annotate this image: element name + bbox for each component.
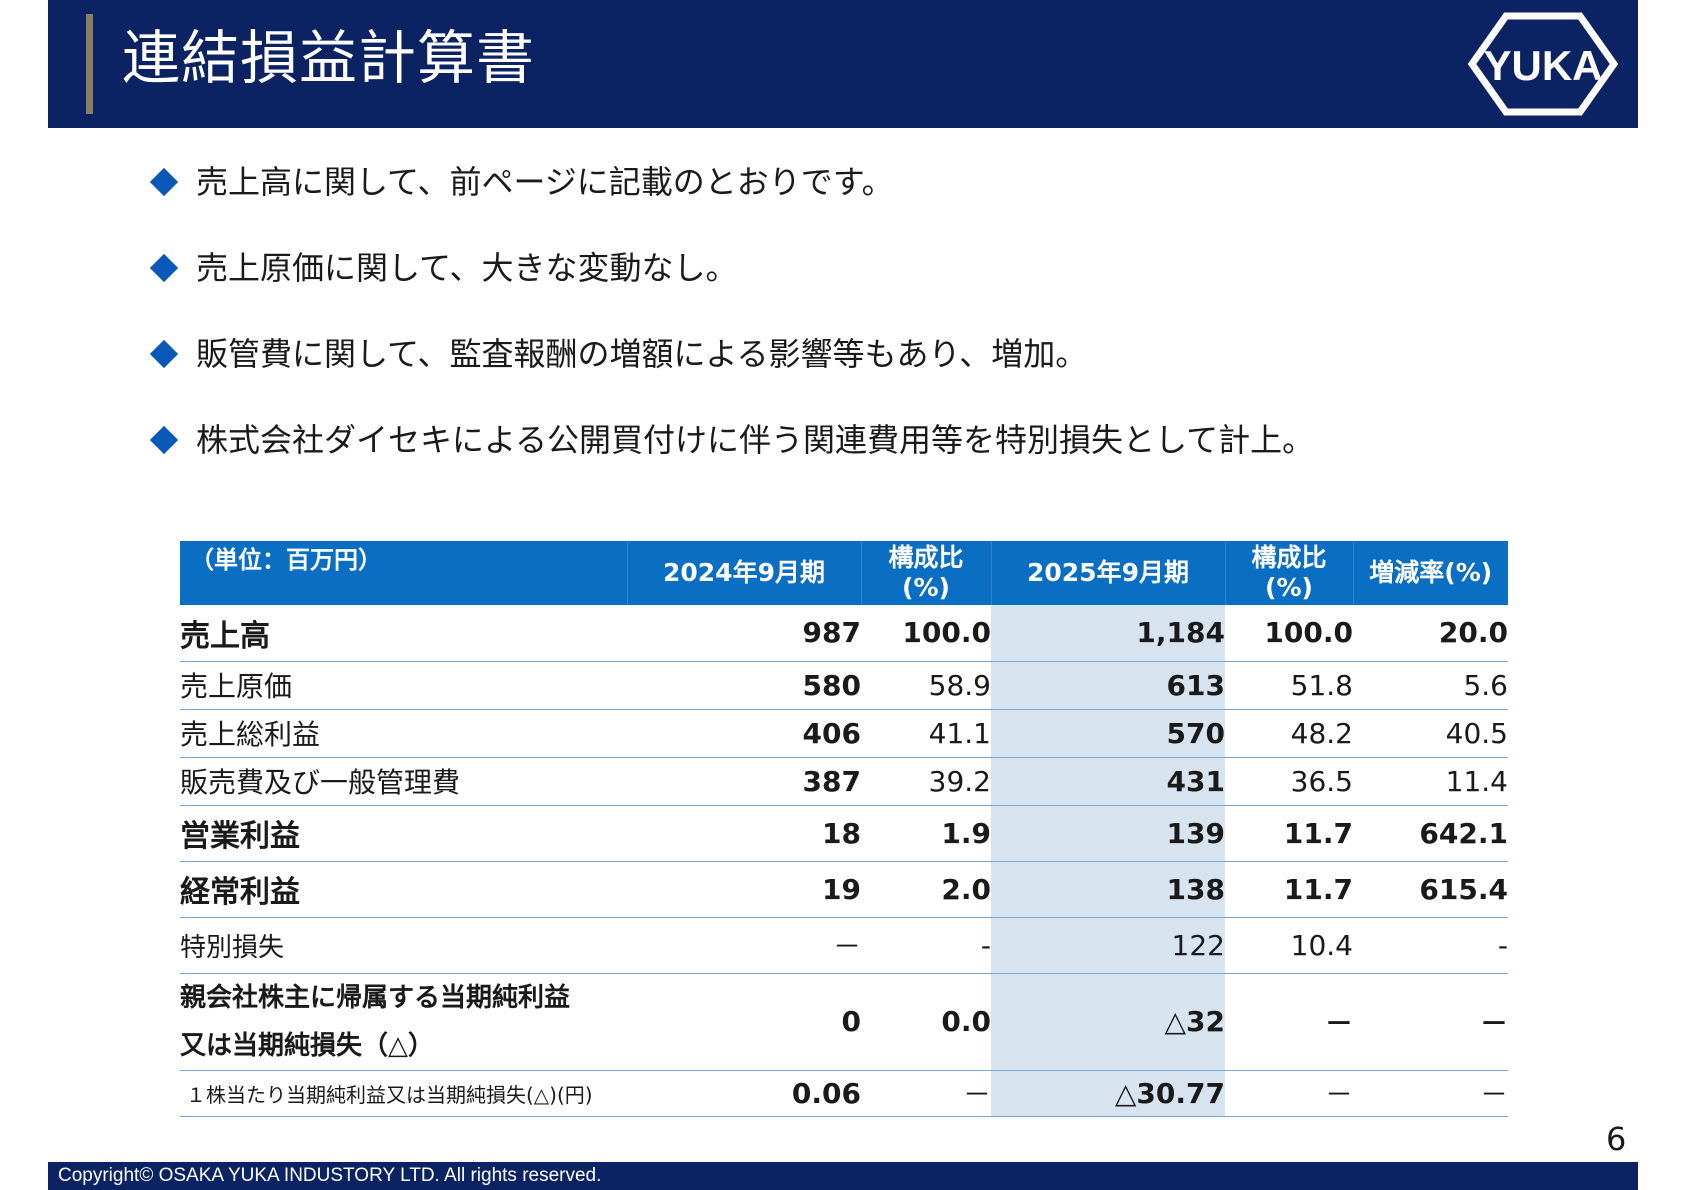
table-row-cost-of-sales: 売上原価 580 58.9 613 51.8 5.6 — [180, 661, 1508, 710]
row-label: 売上高 — [180, 605, 627, 662]
diamond-bullet-icon — [149, 339, 179, 369]
value-2025: 122 — [991, 917, 1225, 974]
ratio-2024: － — [861, 1070, 991, 1117]
value-2025: 570 — [991, 709, 1225, 758]
table-row-operating-profit: 営業利益 18 1.9 139 11.7 642.1 — [180, 805, 1508, 862]
change-rate: - — [1353, 917, 1508, 974]
copyright-text: Copyright© OSAKA YUKA INDUSTORY LTD. All… — [58, 1165, 602, 1186]
row-label-line2: 又は当期純損失（△） — [180, 1030, 434, 1061]
bullet-text: 販管費に関して、監査報酬の増額による影響等もあり、増加。 — [196, 335, 1088, 373]
slide-title: 連結損益計算書 — [122, 24, 536, 92]
ratio-2024: 58.9 — [861, 661, 991, 710]
yuka-logo: YUKA — [1468, 12, 1618, 116]
row-label: 売上総利益 — [180, 709, 627, 758]
col-header-2025: 2025年9月期 — [990, 541, 1225, 605]
col-header-ratio-2025: 構成比 (%) — [1224, 541, 1353, 605]
change-rate: 615.4 — [1353, 861, 1508, 918]
bullet-text: 売上高に関して、前ページに記載のとおりです。 — [196, 163, 894, 201]
change-rate: 40.5 — [1353, 709, 1508, 758]
value-2024: 387 — [627, 757, 861, 806]
bullet-item: 販管費に関して、監査報酬の増額による影響等もあり、増加。 — [149, 330, 1550, 416]
bullet-item: 売上原価に関して、大きな変動なし。 — [149, 244, 1550, 330]
diamond-bullet-icon — [149, 425, 179, 455]
ratio-unit: (%) — [902, 573, 950, 602]
value-2024: － — [627, 917, 861, 974]
bullet-text: 株式会社ダイセキによる公開買付けに伴う関連費用等を特別損失として計上。 — [196, 421, 1315, 459]
ratio-2025: 100.0 — [1225, 605, 1353, 662]
value-2024: 580 — [627, 661, 861, 710]
ratio-2024: - — [861, 917, 991, 974]
col-header-2024: 2024年9月期 — [626, 541, 861, 605]
bullet-item: 売上高に関して、前ページに記載のとおりです。 — [149, 158, 1550, 244]
value-2024: 987 — [627, 605, 861, 662]
row-label-line1: 親会社株主に帰属する当期純利益 — [180, 982, 571, 1013]
table-row-net-income: 親会社株主に帰属する当期純利益 又は当期純損失（△） 0 0.0 △32 － － — [180, 973, 1508, 1071]
ratio-2025: 51.8 — [1225, 661, 1353, 710]
diamond-bullet-icon — [149, 167, 179, 197]
row-label: 特別損失 — [180, 917, 627, 974]
value-2024: 0 — [627, 973, 861, 1071]
value-2025: 431 — [991, 757, 1225, 806]
row-label: 営業利益 — [180, 805, 627, 862]
value-2024: 19 — [627, 861, 861, 918]
title-accent-bar — [86, 14, 93, 114]
ratio-label: 構成比 — [888, 543, 964, 572]
ratio-2025: 11.7 — [1225, 861, 1353, 918]
ratio-2025: 36.5 — [1225, 757, 1353, 806]
change-rate: － — [1353, 973, 1508, 1071]
value-2025: 1,184 — [991, 605, 1225, 662]
change-rate: － — [1353, 1070, 1508, 1117]
ratio-2025: － — [1225, 1070, 1353, 1117]
income-statement-table: （単位：百万円） 2024年9月期 構成比 (%) 2025年9月期 構成比 (%)… — [180, 541, 1508, 1117]
ratio-2024: 1.9 — [861, 805, 991, 862]
row-label: 経常利益 — [180, 861, 627, 918]
change-rate: 11.4 — [1353, 757, 1508, 806]
ratio-unit: (%) — [1265, 573, 1313, 602]
logo-text: YUKA — [1483, 42, 1602, 89]
unit-label: （単位：百万円） — [180, 541, 627, 605]
row-label: 売上原価 — [180, 661, 627, 710]
diamond-bullet-icon — [149, 253, 179, 283]
change-rate: 5.6 — [1353, 661, 1508, 710]
bullet-text: 売上原価に関して、大きな変動なし。 — [196, 249, 738, 287]
slide-header: 連結損益計算書 YUKA — [48, 0, 1638, 128]
change-rate: 20.0 — [1353, 605, 1508, 662]
ratio-2025: 10.4 — [1225, 917, 1353, 974]
ratio-2024: 100.0 — [861, 605, 991, 662]
ratio-2024: 2.0 — [861, 861, 991, 918]
value-2024: 406 — [627, 709, 861, 758]
ratio-2024: 39.2 — [861, 757, 991, 806]
value-2025: 138 — [991, 861, 1225, 918]
row-label: １株当たり当期純利益又は当期純損失(△)(円) — [180, 1070, 627, 1117]
table-row-sga: 販売費及び一般管理費 387 39.2 431 36.5 11.4 — [180, 757, 1508, 806]
ratio-2024: 0.0 — [861, 973, 991, 1071]
row-label: 親会社株主に帰属する当期純利益 又は当期純損失（△） — [180, 973, 627, 1071]
value-2024: 18 — [627, 805, 861, 862]
page-number: 6 — [1606, 1120, 1627, 1158]
value-2025: △30.77 — [991, 1070, 1225, 1117]
ratio-2024: 41.1 — [861, 709, 991, 758]
ratio-label: 構成比 — [1251, 543, 1327, 572]
ratio-2025: 48.2 — [1225, 709, 1353, 758]
bullet-item: 株式会社ダイセキによる公開買付けに伴う関連費用等を特別損失として計上。 — [149, 416, 1550, 502]
col-header-change-rate: 増減率(%) — [1352, 541, 1508, 605]
ratio-2025: 11.7 — [1225, 805, 1353, 862]
table-header-row: （単位：百万円） 2024年9月期 構成比 (%) 2025年9月期 構成比 (%)… — [180, 541, 1508, 605]
table-row-gross-profit: 売上総利益 406 41.1 570 48.2 40.5 — [180, 709, 1508, 758]
table-row-eps: １株当たり当期純利益又は当期純損失(△)(円) 0.06 － △30.77 － … — [180, 1070, 1508, 1117]
value-2024: 0.06 — [627, 1070, 861, 1117]
col-header-ratio-2024: 構成比 (%) — [860, 541, 991, 605]
table-row-extraordinary-loss: 特別損失 － - 122 10.4 - — [180, 917, 1508, 974]
footer-bar: Copyright© OSAKA YUKA INDUSTORY LTD. All… — [48, 1162, 1638, 1190]
table-row-sales: 売上高 987 100.0 1,184 100.0 20.0 — [180, 605, 1508, 662]
row-label: 販売費及び一般管理費 — [180, 757, 627, 806]
value-2025: 139 — [991, 805, 1225, 862]
value-2025: △32 — [991, 973, 1225, 1071]
change-rate: 642.1 — [1353, 805, 1508, 862]
bullet-list: 売上高に関して、前ページに記載のとおりです。 売上原価に関して、大きな変動なし。… — [149, 158, 1550, 502]
value-2025: 613 — [991, 661, 1225, 710]
table-row-ordinary-profit: 経常利益 19 2.0 138 11.7 615.4 — [180, 861, 1508, 918]
ratio-2025: － — [1225, 973, 1353, 1071]
